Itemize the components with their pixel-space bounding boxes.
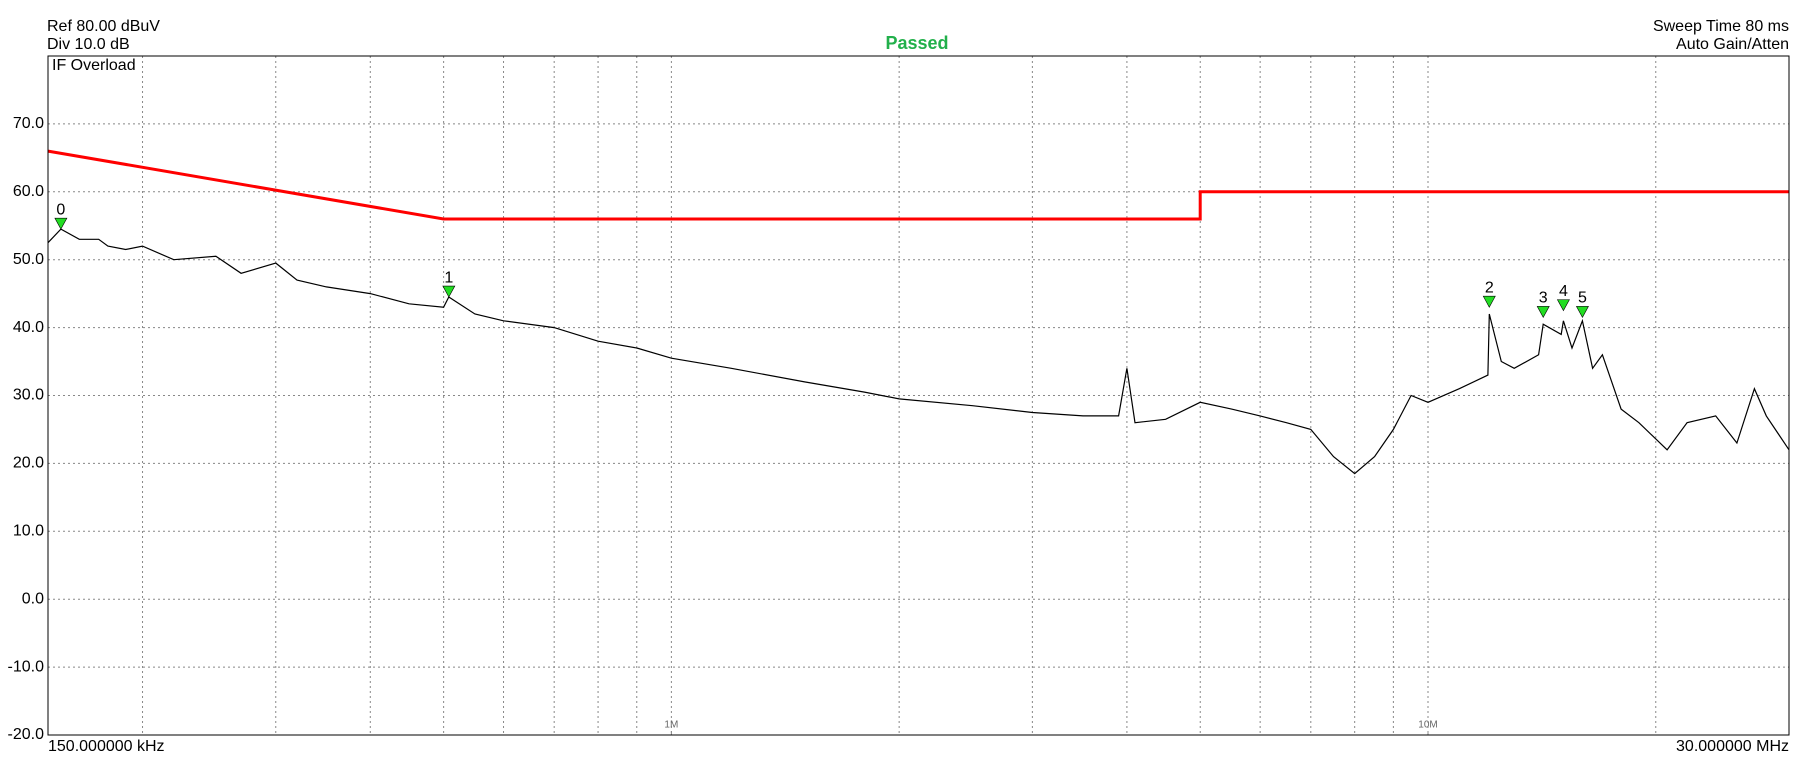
marker-label: 1 <box>444 269 453 286</box>
ref-level: Ref 80.00 dBuV <box>47 18 160 35</box>
gain-atten: Auto Gain/Atten <box>1676 36 1789 53</box>
y-tick-label: 30.0 <box>13 387 44 404</box>
y-tick-label: 40.0 <box>13 319 44 336</box>
y-tick-label: 60.0 <box>13 183 44 200</box>
sweep-time: Sweep Time 80 ms <box>1653 18 1789 35</box>
status: Passed <box>885 33 948 53</box>
marker <box>54 217 68 230</box>
x-tick-label: 1M <box>664 720 678 731</box>
div-scale: Div 10.0 dB <box>47 36 130 53</box>
y-tick-label: 10.0 <box>13 523 44 540</box>
marker-label: 4 <box>1559 283 1568 300</box>
if-overload: IF Overload <box>52 57 136 74</box>
marker <box>442 285 456 298</box>
trace <box>47 228 1790 475</box>
marker <box>1536 306 1550 319</box>
limit-line <box>47 149 1789 221</box>
x-tick-label: 10M <box>1418 720 1437 731</box>
y-tick-label: 20.0 <box>13 455 44 472</box>
y-tick-label: -20.0 <box>8 726 45 743</box>
marker-label: 3 <box>1539 290 1548 307</box>
marker <box>1556 299 1570 312</box>
x-end-label: 30.000000 MHz <box>1676 738 1789 755</box>
marker-label: 0 <box>56 201 65 218</box>
y-tick-label: 50.0 <box>13 251 44 268</box>
marker <box>1575 306 1589 319</box>
x-start-label: 150.000000 kHz <box>48 738 165 755</box>
marker <box>1482 295 1496 308</box>
plot-frame <box>47 55 1790 736</box>
y-tick-label: 0.0 <box>22 590 44 607</box>
plot-area: 1M 10M 0 1 2 3 4 5 <box>47 56 1790 736</box>
marker-label: 2 <box>1485 279 1494 296</box>
y-tick-label: -10.0 <box>8 658 45 675</box>
y-tick-label: 70.0 <box>13 115 44 132</box>
marker-label: 5 <box>1578 290 1587 307</box>
